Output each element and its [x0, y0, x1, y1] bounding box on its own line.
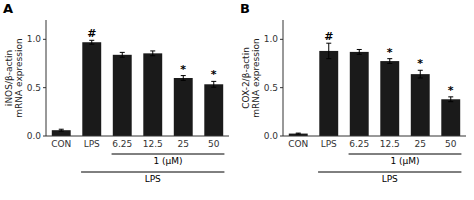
y-tick: [43, 87, 46, 88]
x-tick-label: CON: [51, 139, 71, 149]
y-axis: [46, 20, 47, 136]
y-label: iNOS/β-actinmRNA expression: [4, 38, 24, 117]
x-axis: [46, 136, 229, 137]
error-bar: [211, 81, 216, 87]
bracket: [112, 154, 225, 155]
x-tick-label: 25: [178, 139, 189, 149]
x-tick-label: LPS: [84, 139, 100, 149]
x-tick-label: 6.25: [112, 139, 132, 149]
x-tick-label: 25: [415, 139, 426, 149]
panel: 0.0 0.5 1.0 CON LPS 6.25 12.5 25 50 # * * * 1 (μM) LPS…: [240, 1, 466, 184]
error-bar: [59, 129, 64, 131]
y-label-line: mRNA expression: [14, 38, 24, 117]
error-bar: [357, 49, 362, 54]
x-tick-label: 50: [445, 139, 457, 149]
error-bar: [418, 70, 423, 78]
bar: [204, 84, 223, 136]
error-bar: [150, 51, 155, 56]
panel-label: A: [3, 1, 13, 16]
x-tick-label: 50: [208, 139, 220, 149]
bar: [52, 130, 71, 136]
bar: [143, 53, 162, 136]
y-tick: [280, 87, 283, 88]
error-bar: [387, 59, 392, 64]
bar: [350, 52, 369, 136]
error-bar: [89, 40, 94, 44]
bar: [411, 74, 430, 136]
error-bar: [448, 97, 453, 102]
y-label-line: iNOS/β-actin: [4, 50, 14, 106]
y-tick: [43, 136, 46, 137]
y-label-line: COX-2/β-actin: [241, 47, 251, 109]
x-tick-label: CON: [288, 139, 308, 149]
y-tick-label: 1.0: [27, 34, 42, 44]
annotation: *: [211, 68, 217, 81]
bracket-label: 1 (μM): [153, 156, 182, 166]
bracket: [349, 154, 462, 155]
bar: [174, 78, 193, 136]
panel: 0.0 0.5 1.0 CON LPS 6.25 12.5 25 50 # * * 1 (μM) LPS i…: [3, 1, 229, 184]
error-bar: [120, 52, 125, 57]
y-tick: [280, 39, 283, 40]
y-tick: [43, 39, 46, 40]
bracket: [81, 172, 224, 173]
bar: [380, 61, 399, 136]
y-tick-label: 0.5: [27, 83, 41, 93]
y-tick-label: 1.0: [264, 34, 279, 44]
bar: [113, 55, 132, 136]
bar: [319, 51, 338, 136]
x-tick-label: LPS: [321, 139, 337, 149]
y-axis: [283, 20, 284, 136]
y-tick-label: 0.0: [27, 131, 42, 141]
bar: [82, 42, 101, 136]
annotation: #: [324, 30, 333, 43]
bracket-label: 1 (μM): [390, 156, 419, 166]
y-tick: [280, 136, 283, 137]
x-tick-label: 12.5: [143, 139, 163, 149]
annotation: *: [448, 84, 454, 97]
bars: [289, 43, 460, 136]
bracket: [318, 172, 461, 173]
annotation: *: [387, 46, 393, 59]
error-bar: [296, 133, 301, 135]
y-tick-label: 0.0: [264, 131, 279, 141]
bars: [52, 40, 223, 136]
annotation: #: [87, 27, 96, 40]
figure: 0.0 0.5 1.0 CON LPS 6.25 12.5 25 50 # * * 1 (μM) LPS i…: [0, 0, 474, 200]
x-axis: [283, 136, 466, 137]
panel-label: B: [240, 1, 250, 16]
y-label: COX-2/β-actinmRNA expression: [241, 38, 261, 117]
y-label-line: mRNA expression: [251, 38, 261, 117]
x-tick-label: 6.25: [349, 139, 369, 149]
error-bar: [181, 76, 186, 81]
bracket-label: LPS: [382, 174, 398, 184]
bar: [441, 99, 460, 136]
annotation: *: [417, 57, 423, 70]
bracket-label: LPS: [145, 174, 161, 184]
error-bar: [326, 43, 331, 58]
annotation: *: [180, 63, 186, 76]
x-tick-label: 12.5: [380, 139, 400, 149]
y-tick-label: 0.5: [264, 83, 278, 93]
